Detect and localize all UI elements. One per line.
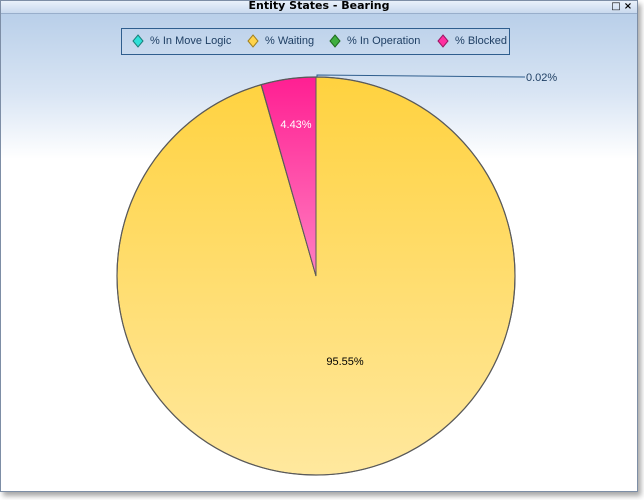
legend-label: % Blocked: [455, 35, 507, 47]
data-label-in-operation: 0.02%: [526, 72, 557, 84]
window-title: Entity States - Bearing: [248, 0, 390, 12]
maximize-icon[interactable]: □: [611, 1, 621, 12]
legend-label: % In Move Logic: [150, 35, 232, 47]
legend: % In Move Logic % Waiting % In Operation…: [121, 28, 510, 55]
leader-line-in-operation: [316, 74, 526, 78]
legend-swatch-icon: [132, 34, 144, 48]
pie-outline: [116, 76, 516, 476]
legend-swatch-icon: [247, 34, 259, 48]
legend-label: % In Operation: [347, 35, 421, 47]
close-icon[interactable]: ×: [623, 1, 633, 12]
title-bar: Entity States - Bearing □ ×: [1, 0, 637, 14]
data-label-blocked: 4.43%: [280, 119, 311, 131]
legend-swatch-icon: [437, 34, 449, 48]
legend-label: % Waiting: [265, 35, 315, 47]
chart-window: Entity States - Bearing □ × % In Move Lo…: [0, 0, 638, 492]
pie-chart: 95.55% 4.43% 0.02%: [116, 72, 557, 476]
data-label-waiting: 95.55%: [326, 356, 364, 368]
legend-swatch-icon: [329, 34, 341, 48]
